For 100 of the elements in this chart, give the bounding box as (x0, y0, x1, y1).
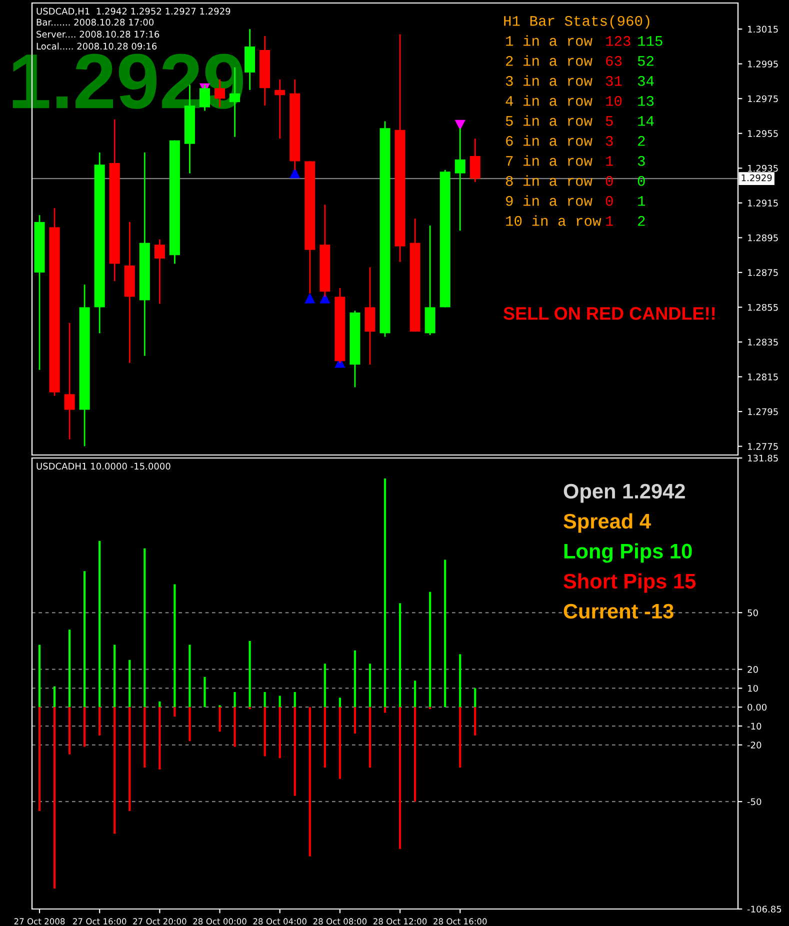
x-tick-label: 27 Oct 16:00 (73, 918, 126, 924)
y-tick-label: 131.85 (748, 454, 778, 462)
y-tick-label: 20 (748, 666, 758, 673)
annotation: Current -13 (564, 604, 674, 619)
y-tick-label: 1.2915 (748, 200, 778, 206)
bar (144, 548, 146, 708)
bar (398, 707, 402, 849)
bar (144, 707, 146, 768)
bar (338, 707, 341, 779)
annotation: 10 (606, 96, 622, 106)
annotation: 123 (606, 36, 630, 46)
y-tick-label: 1.2935 (748, 164, 778, 172)
annotation: 2 in a row (506, 55, 592, 66)
annotation: 115 (638, 36, 662, 46)
bar (84, 571, 86, 708)
candlestick (274, 78, 286, 140)
y-tick-label: 1.2775 (748, 443, 778, 450)
bar (128, 660, 131, 708)
annotation: 5 in a row (506, 115, 592, 126)
chart-title: USDCAD,H1 1.2942 1.2952 1.2927 1.2929 (36, 8, 230, 16)
y-tick-label: 1.2875 (748, 269, 778, 276)
bar (278, 707, 281, 758)
x-tick-label: 27 Oct 20:00 (133, 918, 186, 924)
bar (38, 707, 41, 812)
point (305, 294, 315, 304)
bar (354, 707, 356, 734)
annotation: 0 (606, 196, 613, 206)
bar (308, 707, 311, 856)
bar (278, 696, 281, 708)
annotation: 1 (606, 156, 614, 166)
y-tick-label: 1.2795 (748, 408, 778, 416)
y-tick-label: -106.85 (747, 906, 782, 913)
bar (68, 630, 71, 708)
annotation: Spread 4 (564, 513, 651, 533)
bar (324, 707, 326, 768)
annotation: 8 in a row (506, 175, 592, 186)
y-tick-label: 1.2895 (748, 234, 778, 242)
bar (53, 707, 56, 888)
point (290, 168, 300, 178)
point (455, 120, 465, 130)
annotation: 1 (638, 196, 646, 206)
bar (98, 540, 101, 708)
bar (459, 654, 462, 708)
bar (84, 707, 86, 747)
y-tick-label: 1.2995 (748, 60, 778, 68)
annotation: 13 (638, 96, 654, 106)
annotation: 1 (606, 216, 614, 226)
annotation: 63 (606, 56, 622, 66)
candlestick (64, 322, 75, 440)
bar (248, 640, 251, 708)
bar (128, 707, 131, 812)
bar (114, 707, 116, 834)
x-tick-label: 28 Oct 00:00 (193, 918, 246, 924)
annotation: SELL ON RED CANDLE!! (504, 307, 715, 320)
annotation: 4 in a row (506, 95, 592, 106)
y-tick-label: 0.00 (748, 704, 767, 711)
bar (218, 707, 221, 732)
y-tick-label: -20 (747, 742, 762, 748)
y-tick-label: 1.2975 (748, 95, 778, 102)
bar (474, 688, 476, 708)
bar (174, 707, 176, 717)
x-tick-label: 27 Oct 2008 (14, 918, 65, 924)
bar (474, 707, 476, 736)
ref-line-label: 1.2929 (742, 174, 772, 182)
annotation: 3 (638, 156, 645, 166)
annotation: 0 (606, 176, 613, 186)
annotation: 1 in a row (506, 35, 592, 46)
bar (188, 644, 191, 708)
y-tick-label: 50 (748, 609, 758, 616)
annotation: 52 (638, 56, 654, 66)
annotation: 31 (606, 76, 622, 86)
bar (204, 676, 206, 708)
y-tick-label: -10 (747, 722, 762, 730)
y-tick-label: 1.2855 (748, 304, 778, 311)
bar (98, 707, 101, 736)
y-tick-label: 1.2955 (748, 130, 778, 137)
x-tick-label: 28 Oct 16:00 (434, 918, 487, 924)
annotation: Long Pips 10 (564, 543, 692, 563)
bar (384, 478, 386, 708)
annotation: H1 Bar Stats(960) (504, 15, 650, 29)
annotation: 34 (638, 76, 654, 86)
annotation: Open 1.2942 (564, 484, 685, 503)
candlestick (470, 138, 480, 183)
chart-title: USDCADH1 10.0000 -15.0000 (36, 462, 170, 470)
bar (368, 664, 372, 708)
bar (294, 692, 296, 708)
point (320, 294, 330, 304)
annotation: 9 in a row (506, 195, 592, 206)
x-tick-label: 28 Oct 08:00 (313, 918, 367, 924)
y-tick-label: 1.3015 (748, 26, 778, 33)
bar (414, 707, 416, 802)
bar (324, 664, 326, 708)
bar (294, 707, 296, 796)
bar (53, 686, 56, 708)
y-tick-label: 10 (748, 684, 758, 692)
bar (368, 707, 372, 768)
x-tick-label: 28 Oct 04:00 (253, 918, 306, 924)
bar (459, 707, 462, 768)
bar (384, 707, 386, 713)
bar (188, 707, 191, 742)
